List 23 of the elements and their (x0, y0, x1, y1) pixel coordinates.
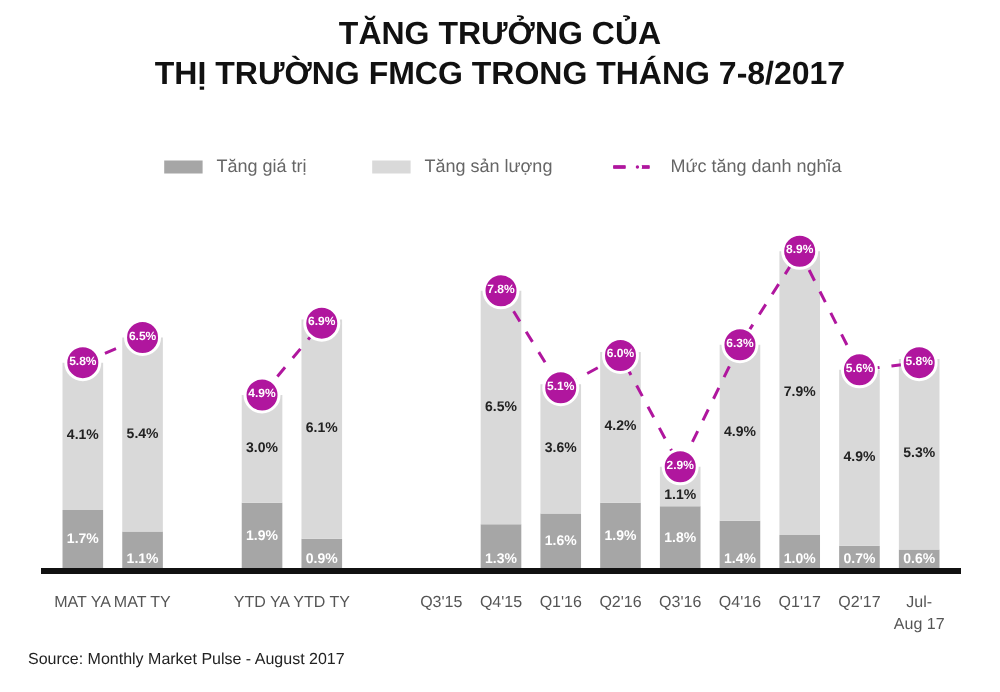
bar (480, 290, 522, 525)
x-tick-label: Q3'16 (659, 593, 703, 611)
x-tick-label: YTD TY (293, 593, 352, 611)
x-tick-label: Q4'16 (718, 593, 763, 611)
x-tick-label: Q2'16 (599, 593, 643, 611)
bar (301, 319, 343, 539)
legend-label: Tăng giá trị (216, 156, 307, 176)
x-tick-label: Jul- Aug 17 (893, 593, 946, 633)
legend-label: Tăng sản lượng (424, 156, 553, 176)
legend-label: Mức tăng danh nghĩa (670, 156, 842, 176)
bar (122, 337, 163, 532)
x-tick-label: Q4'15 (479, 593, 524, 611)
x-tick-label: Q3'15 (420, 593, 464, 611)
x-tick-label: MAT TY (113, 593, 173, 611)
x-tick-label: Q1'16 (539, 593, 583, 611)
bar (839, 369, 880, 546)
x-tick-label: MAT YA (54, 593, 113, 611)
x-tick-label: YTD YA (233, 593, 292, 611)
x-tick-label: Q2'17 (838, 593, 882, 611)
source-note: Source: Monthly Market Pulse - August 2017 (28, 648, 345, 671)
x-tick-label: Q1'17 (778, 593, 822, 611)
bar (779, 251, 821, 536)
text: TĂNG TRƯỞNG CỦA THỊ TRƯỜNG FMCG TRONG THÁNG 7-8/2017 (154, 16, 846, 96)
